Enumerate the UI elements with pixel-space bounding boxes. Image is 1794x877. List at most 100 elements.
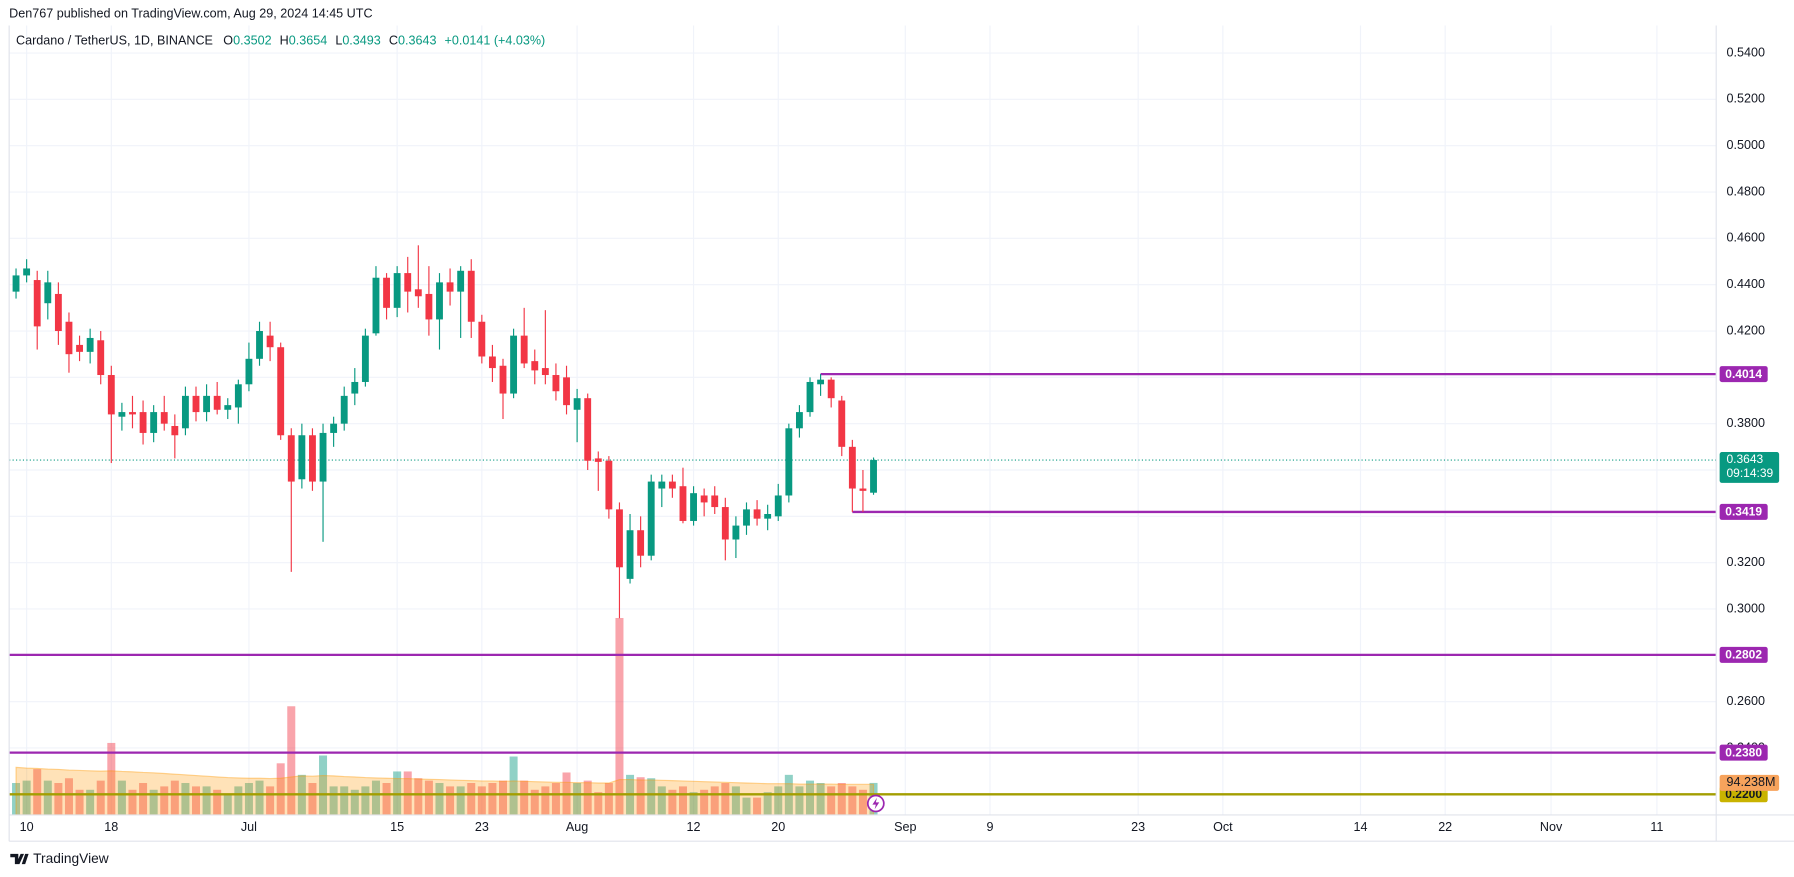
volume-bar (837, 783, 846, 815)
candle-body (700, 495, 708, 503)
volume-label: 94.238M (1726, 775, 1775, 789)
candle-body (65, 321, 73, 355)
y-tick-label: 0.4200 (1726, 323, 1764, 337)
x-tick-label: 14 (1353, 820, 1367, 834)
candle-body (488, 356, 496, 369)
level-label: 0.4014 (1725, 367, 1762, 381)
high-value: 0.3654 (289, 34, 327, 48)
volume-bar (795, 786, 804, 815)
candle-body (605, 460, 613, 510)
volume-bar (636, 777, 645, 815)
candle-body (616, 509, 623, 568)
candle-body (33, 280, 41, 327)
candle-body (54, 293, 62, 332)
volume-bar (647, 778, 656, 815)
volume-bar (308, 783, 317, 815)
last-price-label: 0.3643 (1726, 452, 1763, 466)
volume-bar (551, 783, 560, 815)
volume-bar (435, 783, 444, 815)
volume-bar (541, 786, 550, 815)
candle-body (425, 293, 433, 320)
candle-body (97, 340, 105, 376)
candle-body (129, 412, 136, 415)
published-note: Den767 published on TradingView.com, Aug… (9, 6, 372, 20)
candle-body (838, 400, 846, 447)
volume-bar (858, 789, 867, 815)
candle-body (573, 398, 581, 410)
y-tick-label: 0.5000 (1726, 138, 1764, 152)
level-label: 0.3419 (1725, 505, 1762, 519)
candle-body (224, 405, 232, 410)
candle-body (150, 412, 158, 433)
volume-bar (456, 786, 465, 815)
low-value: 0.3493 (342, 34, 380, 48)
candle-body (584, 398, 592, 461)
volume-bar (223, 794, 232, 815)
volume-bar (657, 786, 666, 815)
candle-body (203, 395, 211, 413)
y-tick-label: 0.4600 (1726, 231, 1764, 245)
change-value: +0.0141 (+4.03%) (445, 34, 546, 48)
candle-body (827, 379, 835, 399)
countdown: 09:14:39 (1726, 466, 1773, 480)
labels: 0.5400 0.5200 0.5000 0.4800 0.4600 0.4400 0.42… (20, 45, 1780, 834)
volume-bar (276, 763, 285, 815)
candle-body (795, 412, 803, 429)
volume-bar (721, 783, 730, 815)
volume-bar (234, 786, 243, 815)
volume-bar (509, 756, 518, 815)
candle-body (552, 375, 560, 392)
volume-bar (319, 755, 328, 815)
axes (8, 25, 1794, 842)
volume-bar (128, 789, 137, 815)
volume-bar (530, 789, 539, 815)
x-tick-label: 12 (687, 820, 701, 834)
x-tick-label: 18 (104, 820, 118, 834)
volume-bar (520, 780, 529, 815)
x-tick-label: 20 (771, 820, 785, 834)
legend: Cardano / TetherUS, 1D, BINANCE O0.3502 … (16, 34, 545, 48)
x-tick-label: 22 (1438, 820, 1452, 834)
volume-bar (340, 786, 349, 815)
volume-bar (117, 780, 126, 815)
volume-bar (594, 792, 603, 815)
candle-body (277, 347, 285, 436)
x-tick-label: Jul (241, 820, 257, 834)
candle-body (86, 337, 94, 352)
last-price-bg (1719, 452, 1780, 483)
candle-body (510, 335, 518, 394)
y-tick-label: 0.4800 (1726, 184, 1764, 198)
volume-bar (499, 780, 508, 815)
candle-body (817, 379, 825, 385)
candle-body (139, 412, 147, 433)
volume-bar (86, 789, 95, 815)
x-tick-label: Sep (894, 820, 916, 834)
volume-bar (75, 789, 84, 815)
candle-body (764, 514, 772, 519)
candle-body (806, 381, 814, 413)
volume-bar (96, 780, 105, 815)
volume-bar (329, 786, 338, 815)
candle-body (319, 432, 327, 482)
candle-body (541, 368, 549, 376)
volume-bar (424, 780, 433, 815)
candle-body (266, 335, 274, 348)
levels (9, 372, 1717, 796)
candle-body (234, 384, 242, 408)
candle-body (23, 268, 31, 276)
x-tick-label: 9 (986, 820, 993, 834)
volume-bar (446, 786, 455, 815)
candle-body (160, 412, 168, 424)
level-label-bg (1719, 366, 1768, 383)
volume-bar (213, 789, 222, 815)
x-tick-label: Aug (566, 820, 588, 834)
candle-body (330, 423, 338, 433)
volume-bar (181, 783, 190, 815)
candle-body (594, 458, 602, 462)
candle-body (668, 481, 676, 489)
candle-body (404, 273, 412, 292)
volume-bar (191, 786, 201, 815)
volume-bar (287, 706, 296, 815)
